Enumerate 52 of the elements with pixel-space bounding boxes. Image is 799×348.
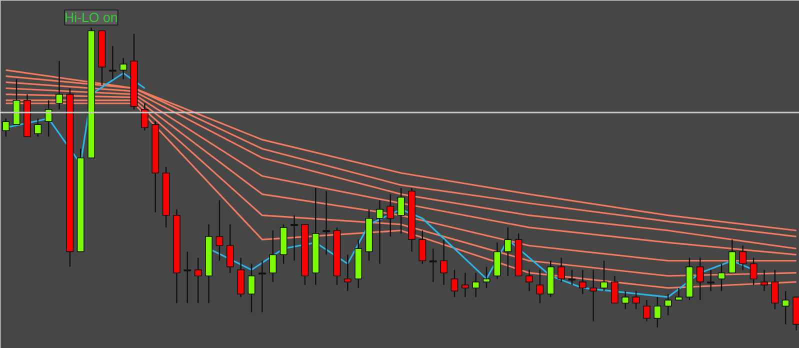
candlestick [108,45,116,80]
candlestick [654,296,662,328]
candlestick [56,60,63,110]
candlestick [290,214,298,262]
candlestick [140,102,148,132]
candlestick [568,269,576,286]
candlestick [269,230,277,283]
candlestick [664,293,672,316]
candlestick [536,269,544,304]
candlestick [728,238,736,274]
candlestick [622,290,630,310]
text: Hi-LO on [64,10,118,25]
candlestick [34,118,42,138]
candlestick [707,269,715,292]
candlestick [450,269,458,298]
candlestick [418,230,426,264]
candlestick [590,269,598,322]
candlestick [258,260,266,313]
candlestick [2,118,10,138]
candlestick [504,226,512,276]
candlestick [558,257,566,283]
candlestick [472,272,480,298]
candlestick [216,200,224,262]
candlestick [344,254,352,292]
candlestick [739,245,747,270]
candlestick [184,251,192,304]
candlestick [386,194,394,238]
candlestick [600,260,608,292]
candlestick [771,269,779,310]
candlestick [194,257,202,304]
candlestick [120,57,128,80]
candlestick [526,269,533,292]
candlestick [643,299,650,322]
candlestick [782,290,790,325]
candlestick [440,238,448,286]
candlestick [718,263,726,292]
candlestick [429,248,437,283]
candlestick [696,257,704,301]
candlestick [578,269,586,295]
candlestick [322,190,330,256]
candlestick [376,200,384,264]
candlestick [461,272,469,298]
candlestick [610,275,618,304]
candlestick [482,266,490,289]
candlestick [632,290,640,310]
candlestick [760,269,768,292]
candlestick [44,100,52,138]
candlestick [397,188,405,234]
candlestick [750,257,758,286]
candlestick [248,263,256,313]
candlestick [675,287,683,301]
candlestick [226,224,234,274]
